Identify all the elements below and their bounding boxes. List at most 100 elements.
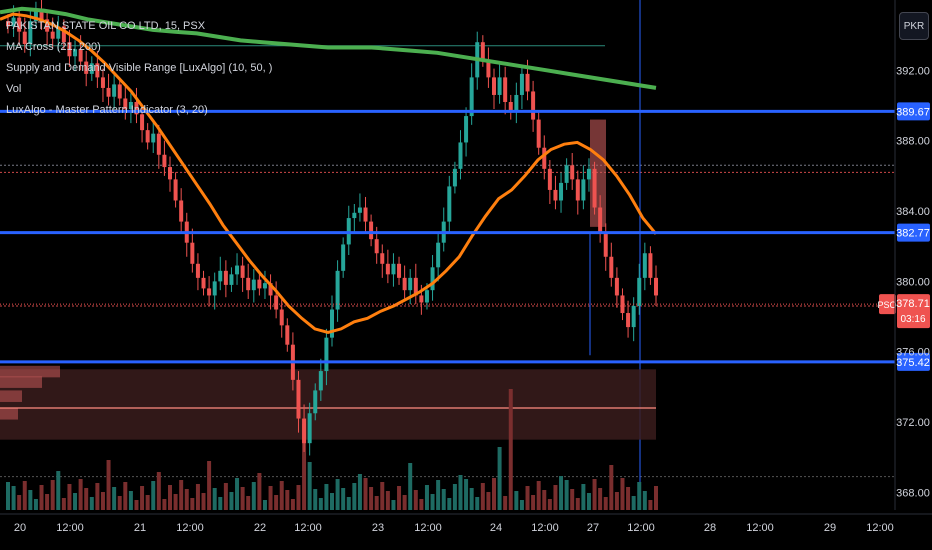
volume-bar: [268, 486, 273, 510]
volume-bar: [609, 465, 614, 510]
candle-body: [452, 168, 457, 187]
volume-bar: [28, 490, 33, 510]
volume-bar: [128, 491, 133, 510]
volume-bar: [106, 460, 111, 510]
indicator-supply-demand[interactable]: Supply and Demand Visible Range [LuxAlgo…: [6, 62, 273, 74]
volume-bar: [251, 482, 256, 510]
candle-body: [486, 59, 491, 78]
volume-bar: [134, 500, 139, 510]
volume-bar: [302, 424, 307, 510]
candle-body: [497, 77, 502, 95]
volume-bar: [279, 481, 284, 510]
zone-profile-bar: [0, 390, 22, 402]
currency-button[interactable]: PKR: [899, 12, 929, 40]
candle-body: [402, 277, 407, 291]
volume-bar: [184, 489, 189, 510]
candle-body: [112, 84, 117, 97]
indicator-ma-cross[interactable]: MA Cross (21, 200): [6, 41, 101, 53]
volume-bar: [575, 498, 580, 510]
volume-bar: [330, 493, 334, 510]
volume-bar: [240, 487, 245, 510]
candle-body: [140, 114, 145, 131]
candle-body: [95, 63, 100, 78]
candle-body: [330, 309, 334, 338]
volume-bar: [168, 485, 172, 510]
candle-body: [268, 283, 273, 296]
candle-body: [424, 290, 429, 303]
zone-profile-bar: [0, 408, 18, 420]
volume-bar: [341, 488, 346, 510]
level-tag-382.77: [897, 223, 930, 242]
volume-bar: [391, 500, 396, 510]
volume-bar: [570, 489, 575, 510]
candle-body: [84, 61, 89, 74]
y-tick-label: 392.00: [896, 65, 930, 77]
candle-body: [609, 256, 614, 278]
candle-body: [553, 189, 558, 201]
volume-bar: [307, 462, 312, 510]
level-label-375.42: 375.42: [896, 357, 930, 369]
volume-bar: [346, 497, 351, 510]
volume-bar: [436, 480, 441, 510]
volume-bar: [441, 489, 446, 510]
candle-body: [514, 94, 519, 113]
volume-bar: [514, 491, 519, 510]
candle-body: [229, 274, 234, 285]
ma-slow-line: [0, 6, 657, 90]
candle-body: [207, 288, 212, 296]
level-tag-375.42: [897, 352, 930, 371]
volume-bar: [486, 492, 491, 510]
candle-body: [637, 277, 642, 306]
volume-bar: [564, 480, 569, 510]
y-tick-label: 384.00: [896, 206, 930, 218]
volume-bar: [151, 481, 156, 510]
candle-body: [246, 277, 251, 291]
volume-bar: [246, 496, 251, 510]
candle-body: [61, 26, 66, 43]
volume-bar: [626, 487, 631, 510]
axes: 368.00 372.00 376.00 380.00 384.00 388.00 392.…: [0, 0, 932, 534]
volume-bar: [179, 480, 184, 510]
candle-body: [123, 98, 128, 110]
candle-body: [570, 165, 575, 180]
volume-bar: [296, 485, 301, 510]
candle-body: [380, 253, 385, 264]
volume-bar: [374, 496, 379, 510]
candle-body: [22, 31, 27, 44]
candle-body: [285, 325, 290, 345]
volume-bar: [492, 478, 496, 510]
volume-bar: [413, 490, 418, 510]
y-tick-label: 380.00: [896, 276, 930, 288]
candle-body: [50, 31, 55, 39]
candle-body: [363, 207, 368, 222]
candle-body: [369, 221, 374, 240]
y-tick-label: 376.00: [896, 347, 930, 359]
candle-body: [385, 263, 390, 275]
volume-bar: [162, 499, 167, 510]
candle-body: [458, 142, 463, 169]
volume-bar: [156, 472, 161, 510]
candle-body: [408, 277, 413, 291]
candle-body: [374, 239, 379, 254]
candle-body: [296, 379, 301, 419]
candle-body: [235, 265, 240, 275]
zone-profile-bar: [0, 365, 60, 378]
candle-body: [592, 168, 597, 208]
volume-bar: [519, 500, 524, 510]
candle-body: [413, 277, 418, 296]
volume-bar: [290, 499, 295, 510]
volume-bar: [11, 486, 16, 510]
volume-bar: [235, 478, 240, 510]
indicator-volume[interactable]: Vol: [6, 83, 22, 95]
symbol-title[interactable]: PAKISTAN STATE OIL CO LTD, 15, PSX: [6, 20, 206, 32]
level-label-389.67: 389.67: [896, 106, 930, 118]
candle-body: [397, 263, 402, 278]
volume-bar: [547, 499, 552, 510]
x-tick-label: 21: [134, 522, 146, 534]
candle-body: [492, 77, 496, 95]
indicator-master-pattern[interactable]: LuxAlgo - Master Pattern Indicator (3, 2…: [6, 104, 208, 116]
zone-demand: [0, 369, 656, 440]
volume-bar: [542, 490, 547, 510]
